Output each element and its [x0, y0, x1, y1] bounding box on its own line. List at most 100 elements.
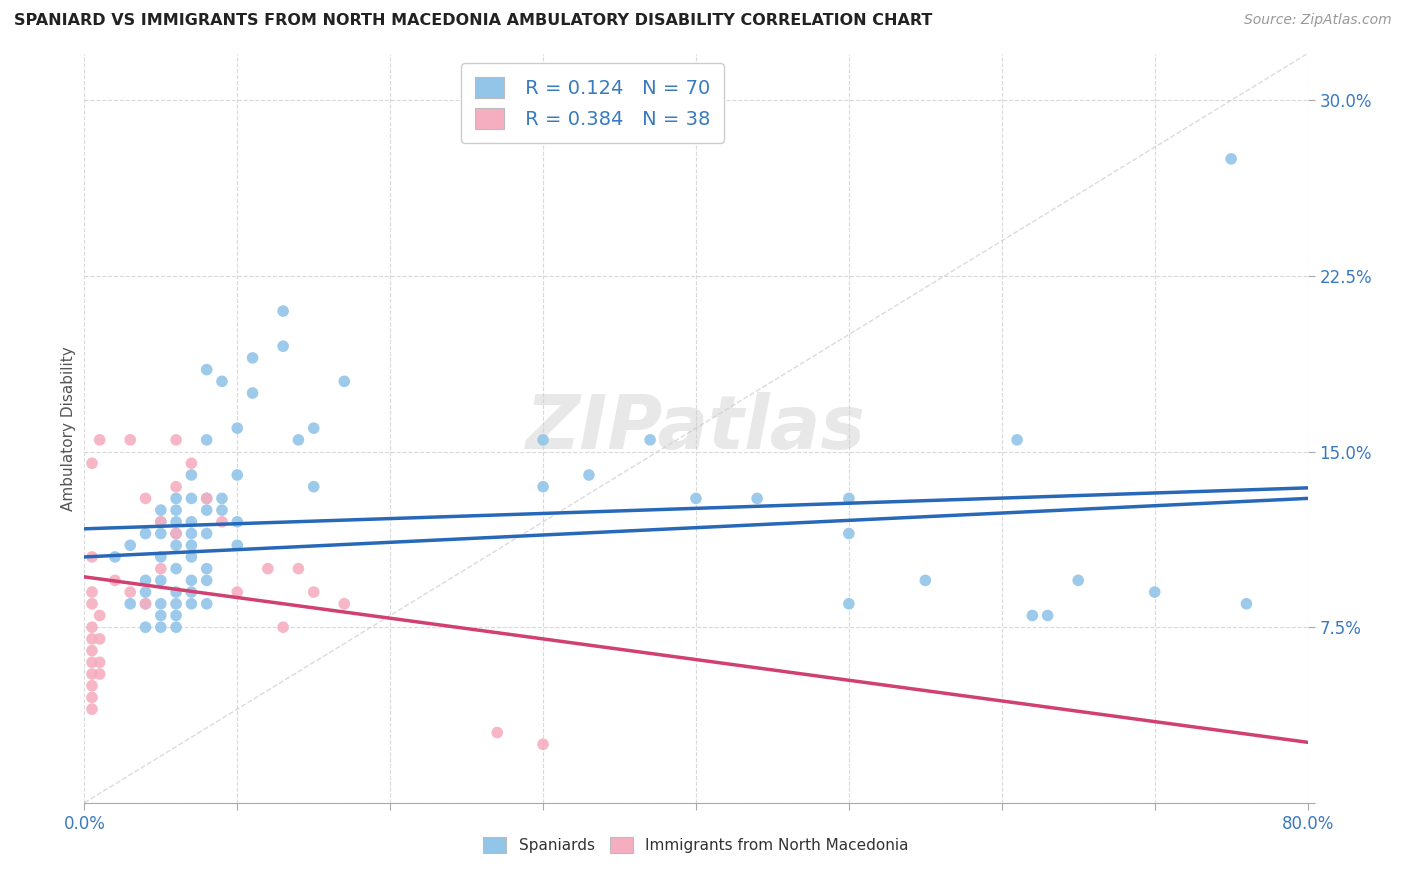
- Point: [80, 643, 103, 657]
- Point: [271, 339, 294, 353]
- Point: [80, 456, 103, 470]
- Point: [211, 515, 233, 529]
- Point: [838, 526, 860, 541]
- Point: [226, 585, 249, 599]
- Point: [180, 467, 202, 482]
- Point: [180, 538, 202, 552]
- Point: [149, 526, 172, 541]
- Point: [195, 491, 218, 506]
- Point: [531, 433, 554, 447]
- Point: [80, 585, 103, 599]
- Point: [685, 491, 707, 506]
- Point: [149, 515, 172, 529]
- Point: [211, 375, 233, 389]
- Point: [226, 421, 249, 435]
- Point: [180, 549, 202, 564]
- Point: [80, 620, 103, 634]
- Point: [180, 597, 202, 611]
- Point: [195, 562, 218, 576]
- Point: [531, 480, 554, 494]
- Point: [838, 597, 860, 611]
- Point: [165, 480, 187, 494]
- Point: [89, 632, 111, 646]
- Point: [180, 574, 202, 588]
- Point: [165, 526, 187, 541]
- Point: [578, 467, 600, 482]
- Point: [89, 608, 111, 623]
- Point: [747, 491, 769, 506]
- Point: [180, 456, 202, 470]
- Point: [89, 655, 111, 669]
- Point: [242, 351, 264, 365]
- Point: [180, 491, 202, 506]
- Point: [165, 585, 187, 599]
- Text: ZIPatlas: ZIPatlas: [526, 392, 866, 465]
- Point: [80, 679, 103, 693]
- Point: [287, 562, 309, 576]
- Point: [302, 421, 325, 435]
- Point: [135, 620, 157, 634]
- Point: [1236, 597, 1258, 611]
- Point: [211, 491, 233, 506]
- Point: [195, 433, 218, 447]
- Point: [149, 549, 172, 564]
- Point: [531, 737, 554, 751]
- Point: [135, 491, 157, 506]
- Point: [638, 433, 661, 447]
- Point: [302, 585, 325, 599]
- Text: SPANIARD VS IMMIGRANTS FROM NORTH MACEDONIA AMBULATORY DISABILITY CORRELATION CH: SPANIARD VS IMMIGRANTS FROM NORTH MACEDO…: [14, 13, 932, 29]
- Point: [242, 386, 264, 401]
- Point: [333, 375, 356, 389]
- Point: [135, 574, 157, 588]
- Point: [149, 597, 172, 611]
- Point: [89, 667, 111, 681]
- Point: [80, 655, 103, 669]
- Point: [135, 597, 157, 611]
- Point: [195, 503, 218, 517]
- Point: [226, 538, 249, 552]
- Point: [271, 304, 294, 318]
- Point: [1005, 433, 1028, 447]
- Point: [1067, 574, 1090, 588]
- Point: [195, 597, 218, 611]
- Point: [180, 526, 202, 541]
- Point: [165, 526, 187, 541]
- Point: [165, 503, 187, 517]
- Point: [226, 515, 249, 529]
- Text: Source: ZipAtlas.com: Source: ZipAtlas.com: [1244, 13, 1392, 28]
- Point: [1220, 152, 1243, 166]
- Point: [104, 574, 127, 588]
- Point: [149, 515, 172, 529]
- Point: [80, 632, 103, 646]
- Point: [486, 725, 509, 739]
- Point: [149, 503, 172, 517]
- Point: [165, 538, 187, 552]
- Point: [165, 597, 187, 611]
- Point: [135, 597, 157, 611]
- Point: [226, 467, 249, 482]
- Point: [165, 491, 187, 506]
- Point: [149, 562, 172, 576]
- Point: [80, 597, 103, 611]
- Point: [195, 526, 218, 541]
- Point: [80, 549, 103, 564]
- Point: [257, 562, 280, 576]
- Point: [104, 549, 127, 564]
- Point: [80, 690, 103, 705]
- Point: [195, 574, 218, 588]
- Point: [120, 585, 142, 599]
- Point: [302, 480, 325, 494]
- Point: [165, 620, 187, 634]
- Point: [914, 574, 936, 588]
- Point: [165, 562, 187, 576]
- Point: [180, 585, 202, 599]
- Point: [287, 433, 309, 447]
- Point: [89, 433, 111, 447]
- Point: [149, 574, 172, 588]
- Point: [135, 585, 157, 599]
- Point: [120, 597, 142, 611]
- Point: [165, 433, 187, 447]
- Point: [1021, 608, 1043, 623]
- Y-axis label: Ambulatory Disability: Ambulatory Disability: [60, 346, 76, 510]
- Point: [149, 608, 172, 623]
